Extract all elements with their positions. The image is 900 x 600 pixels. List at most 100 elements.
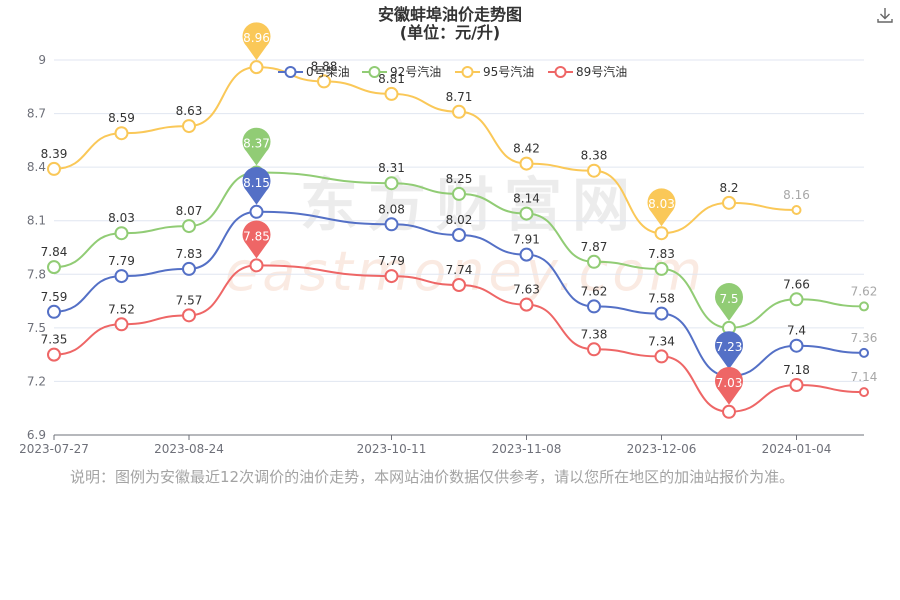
- series-0: 7.59 7.79 7.83 8.08 8.02 7.91 7.62 7.58 7.4 7.36: [41, 202, 878, 384]
- data-point[interactable]: [47, 260, 61, 275]
- y-tick-label: 7.2: [27, 374, 46, 388]
- data-point[interactable]: [587, 254, 601, 269]
- data-label: 7.18: [783, 363, 810, 377]
- data-point[interactable]: [47, 161, 61, 176]
- data-label: 8.59: [108, 111, 135, 125]
- data-point[interactable]: [587, 163, 601, 178]
- extreme-marker: 8.15: [242, 166, 271, 205]
- data-point[interactable]: [789, 292, 804, 307]
- x-tick-label: 2023-12-06: [627, 442, 697, 456]
- data-label: 7.91: [513, 233, 540, 247]
- data-point[interactable]: [722, 195, 736, 210]
- data-point[interactable]: [654, 349, 669, 364]
- extreme-marker: 7.03: [715, 366, 743, 405]
- data-point[interactable]: [587, 342, 601, 357]
- data-point[interactable]: [114, 317, 129, 332]
- data-point[interactable]: [452, 228, 466, 242]
- y-tick-label: 8.7: [27, 107, 46, 121]
- x-tick-label: 2023-10-11: [357, 442, 427, 456]
- pin-label: 8.15: [243, 176, 270, 190]
- data-point[interactable]: [182, 261, 196, 276]
- data-point[interactable]: [384, 86, 399, 101]
- data-label: 7.66: [783, 277, 810, 291]
- data-point[interactable]: [182, 119, 196, 134]
- data-point[interactable]: [114, 269, 129, 284]
- data-point[interactable]: [114, 226, 129, 241]
- data-point[interactable]: [452, 104, 466, 119]
- pin-shape: [715, 366, 743, 405]
- data-point[interactable]: [384, 217, 399, 232]
- data-label: 7.62: [851, 284, 878, 298]
- extreme-marker: 7.23: [715, 331, 743, 370]
- data-point[interactable]: [791, 205, 802, 215]
- data-point[interactable]: [519, 247, 534, 262]
- legend-item[interactable]: 0号柴油: [278, 65, 350, 79]
- data-point[interactable]: [317, 74, 331, 89]
- watermark-en: eastmoney.com: [225, 240, 706, 303]
- data-label: 7.87: [581, 240, 608, 254]
- data-label: 7.38: [581, 327, 608, 341]
- data-point[interactable]: [587, 299, 601, 314]
- legend-item[interactable]: 95号汽油: [455, 64, 534, 79]
- extreme-marker: 8.37: [242, 127, 271, 166]
- data-point[interactable]: [384, 176, 399, 191]
- data-point[interactable]: [654, 226, 669, 241]
- data-point[interactable]: [384, 269, 399, 284]
- data-label: 8.07: [176, 204, 203, 218]
- data-point[interactable]: [789, 338, 804, 353]
- data-point[interactable]: [859, 387, 869, 398]
- data-label: 8.16: [783, 188, 810, 202]
- legend-swatch-point: [554, 66, 567, 78]
- data-label: 7.52: [108, 302, 135, 316]
- data-point[interactable]: [249, 204, 264, 219]
- data-point[interactable]: [249, 60, 264, 75]
- data-point[interactable]: [859, 347, 869, 358]
- data-label: 7.4: [787, 324, 806, 338]
- data-label: 8.02: [446, 213, 473, 227]
- legend-item[interactable]: 92号汽油: [362, 64, 441, 79]
- pin-label: 7.85: [243, 229, 270, 243]
- extreme-marker: 7.85: [242, 220, 271, 259]
- data-point[interactable]: [654, 261, 669, 276]
- download-icon[interactable]: [876, 6, 894, 24]
- data-point[interactable]: [452, 278, 466, 292]
- data-point[interactable]: [47, 304, 61, 319]
- data-label: 7.63: [513, 283, 540, 297]
- data-point[interactable]: [859, 301, 869, 312]
- y-tick-label: 9: [38, 53, 46, 67]
- legend-swatch-point: [368, 66, 381, 78]
- data-point[interactable]: [654, 306, 669, 321]
- data-point[interactable]: [789, 378, 804, 392]
- legend-label: 0号柴油: [306, 65, 350, 79]
- data-label: 8.81: [378, 72, 405, 86]
- data-label: 7.79: [378, 254, 405, 268]
- data-label: 7.36: [851, 331, 878, 345]
- extreme-marker: 8.96: [242, 22, 271, 61]
- data-point[interactable]: [519, 206, 534, 221]
- data-point[interactable]: [182, 308, 196, 323]
- data-point[interactable]: [114, 126, 129, 141]
- pin-shape: [715, 283, 743, 321]
- data-label: 8.2: [719, 181, 738, 195]
- data-label: 8.63: [176, 104, 203, 118]
- chart-note: 说明：图例为安徽最近12次调价的油价走势，本网站油价数据仅供参考，请以您所在地区…: [70, 468, 795, 486]
- pin-shape: [242, 166, 271, 205]
- data-point[interactable]: [182, 219, 196, 234]
- legend-item[interactable]: 89号汽油: [548, 64, 627, 79]
- data-point[interactable]: [722, 404, 736, 419]
- pin-label: 8.03: [648, 197, 675, 211]
- data-point[interactable]: [47, 347, 61, 362]
- data-point[interactable]: [519, 297, 534, 312]
- data-label: 7.57: [176, 293, 203, 307]
- pin-label: 7.5: [719, 292, 738, 306]
- data-label: 8.14: [513, 192, 540, 206]
- data-point[interactable]: [249, 258, 264, 273]
- x-tick-label: 2023-08-24: [154, 442, 224, 456]
- data-point[interactable]: [519, 156, 534, 171]
- data-point[interactable]: [452, 186, 466, 201]
- pin-shape: [242, 127, 271, 166]
- extreme-marker: 8.03: [647, 188, 676, 227]
- series-3: 7.35 7.52 7.57 7.79 7.74 7.63 7.38 7.34 7.18 7.14: [41, 254, 877, 419]
